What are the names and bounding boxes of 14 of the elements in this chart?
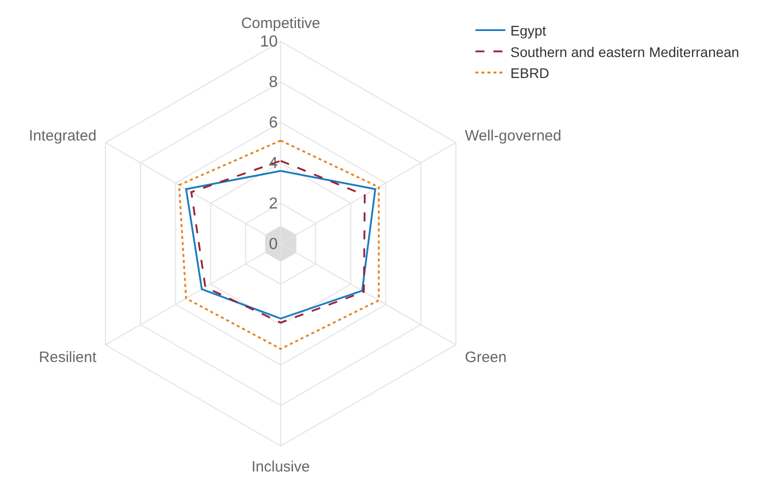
y-tick-label: 2 — [268, 195, 278, 212]
y-tick-label: 10 — [260, 34, 278, 51]
y-tick-label: 8 — [268, 74, 278, 92]
legend-label: EBRD — [510, 65, 550, 82]
spoke-label: Inclusive — [251, 458, 310, 476]
legend-label: Egypt — [510, 22, 546, 39]
spoke-label: Green — [464, 349, 507, 366]
spoke-label: Integrated — [28, 127, 96, 144]
y-tick-label: 0 — [268, 236, 278, 253]
spoke-label: Resilient — [38, 349, 98, 366]
y-tick-label: 6 — [268, 114, 278, 132]
spoke-label: Well-governed — [464, 127, 562, 144]
legend-label: Southern and eastern Mediterranean — [510, 44, 740, 60]
spoke-label: Competitive — [241, 14, 320, 32]
